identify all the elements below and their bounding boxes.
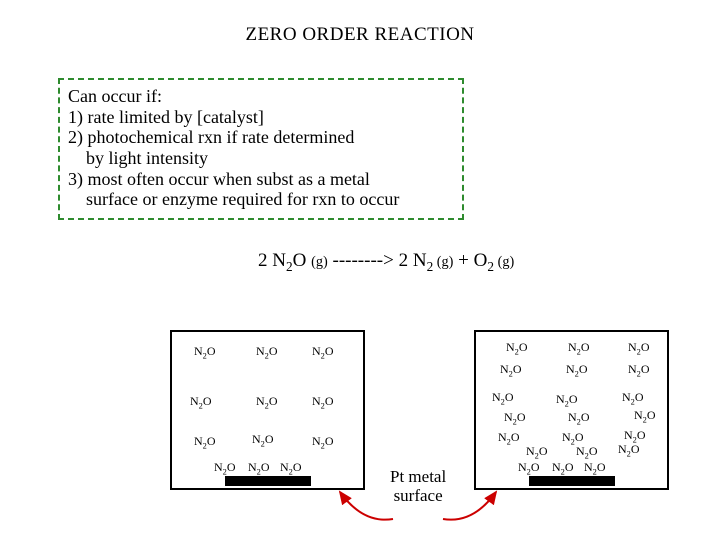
molecule-label: N2O [194,434,216,450]
molecule-label: N2O [312,344,334,360]
eq-plus: + O [453,250,487,271]
eq-rhs-phase: (g) [433,254,453,270]
pt-surface-right [529,476,615,486]
molecule-label: N2O [312,434,334,450]
molecule-label: N2O [506,340,528,356]
molecule-label: N2O [584,460,606,476]
molecule-label: N2O [312,394,334,410]
molecule-label: N2O [568,340,590,356]
molecule-label: N2O [566,362,588,378]
conditions-line1: 1) rate limited by [catalyst] [68,107,454,128]
conditions-intro: Can occur if: [68,86,454,107]
molecule-label: N2O [498,430,520,446]
eq-lhs-o: O [293,250,311,271]
molecule-label: N2O [252,432,274,448]
eq-lhs-sub: 2 [286,259,293,274]
molecule-label: N2O [568,410,590,426]
left-molecule-box: N2O N2O N2O N2O N2O N2O N2O N2O N2O N2O N2O N2O [170,330,365,490]
molecule-label: N2O [634,408,656,424]
eq-arrow: --------> [328,250,399,271]
conditions-box: Can occur if: 1) rate limited by [cataly… [58,78,464,220]
pt-surface-left [225,476,311,486]
molecule-label: N2O [504,410,526,426]
molecule-label: N2O [280,460,302,476]
molecule-label: N2O [214,460,236,476]
molecule-label: N2O [194,344,216,360]
molecule-label: N2O [556,392,578,408]
eq-lhs-phase: (g) [311,254,328,270]
molecule-label: N2O [576,444,598,460]
eq-lhs-coef: 2 N [258,250,286,271]
molecule-label: N2O [492,390,514,406]
connector-arrows [338,484,498,532]
conditions-line3b: surface or enzyme required for rxn to oc… [68,189,454,210]
eq-o2-phase: (g) [494,254,514,270]
molecule-label: N2O [622,390,644,406]
reaction-equation: 2 N2O (g) --------> 2 N2 (g) + O2 (g) [258,250,514,275]
conditions-line2: 2) photochemical rxn if rate determined [68,127,454,148]
molecule-label: N2O [256,344,278,360]
molecule-label: N2O [628,340,650,356]
molecule-label: N2O [518,460,540,476]
conditions-line2b: by light intensity [68,148,454,169]
page-title: ZERO ORDER REACTION [0,0,720,46]
molecule-label: N2O [552,460,574,476]
molecule-label: N2O [618,442,640,458]
molecule-label: N2O [500,362,522,378]
molecule-label: N2O [256,394,278,410]
molecule-label: N2O [190,394,212,410]
molecule-label: N2O [526,444,548,460]
conditions-line3: 3) most often occur when subst as a meta… [68,169,454,190]
right-molecule-box: N2ON2ON2ON2ON2ON2ON2ON2ON2ON2ON2ON2ON2ON… [474,330,669,490]
molecule-label: N2O [248,460,270,476]
eq-rhs-coef: 2 N [399,250,427,271]
molecule-label: N2O [628,362,650,378]
